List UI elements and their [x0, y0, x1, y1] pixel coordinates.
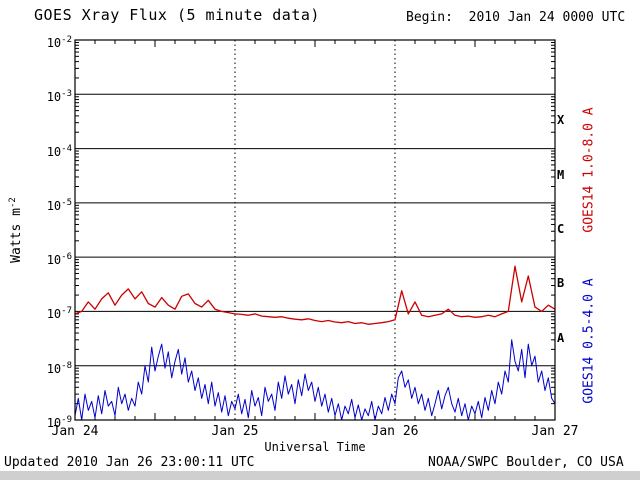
chart-title: GOES Xray Flux (5 minute data)	[34, 6, 320, 24]
y-tick-label: 10-7	[46, 306, 72, 322]
updated-timestamp: Updated 2010 Jan 26 23:00:11 UTC	[4, 455, 255, 470]
flux-trace-long	[74, 265, 556, 325]
y-axis-label: Watts m-2	[8, 197, 24, 263]
flare-class-letter-A: A	[557, 330, 565, 345]
window-bottom-strip	[0, 471, 640, 480]
x-axis-label: Universal Time	[264, 440, 366, 454]
y-tick-label: 10-2	[46, 35, 72, 50]
y-tick-label: 10-9	[46, 415, 72, 430]
flare-class-letter-X: X	[557, 113, 565, 128]
begin-label: Begin: 2010 Jan 24 0000 UTC	[406, 10, 626, 25]
flare-class-letter-B: B	[557, 276, 565, 291]
y-tick-label: 10-5	[46, 197, 72, 213]
series-label-short-wavelength: GOES14 0.5-4.0 A	[581, 278, 597, 404]
y-axis-label-exponent: -2	[7, 197, 18, 209]
flare-class-letter-C: C	[557, 222, 565, 236]
flare-class-letter-M: M	[557, 167, 565, 182]
series-label-long-wavelength: GOES14 1.0-8.0 A	[581, 107, 597, 233]
x-tick-label: Jan 26	[371, 424, 419, 439]
y-tick-label: 10-8	[46, 360, 72, 376]
y-tick-label: 10-3	[46, 89, 72, 105]
credit-label: NOAA/SWPC Boulder, CO USA	[428, 455, 624, 470]
y-tick-label: 10-4	[46, 143, 72, 159]
y-axis-label-text: Watts m	[9, 208, 25, 263]
x-tick-label: Jan 25	[211, 424, 259, 439]
flux-trace-short	[74, 339, 556, 421]
x-tick-label: Jan 24	[51, 424, 99, 439]
x-tick-label: Jan 27	[531, 424, 579, 439]
y-tick-label: 10-6	[46, 252, 72, 268]
plot-frame	[74, 39, 556, 421]
